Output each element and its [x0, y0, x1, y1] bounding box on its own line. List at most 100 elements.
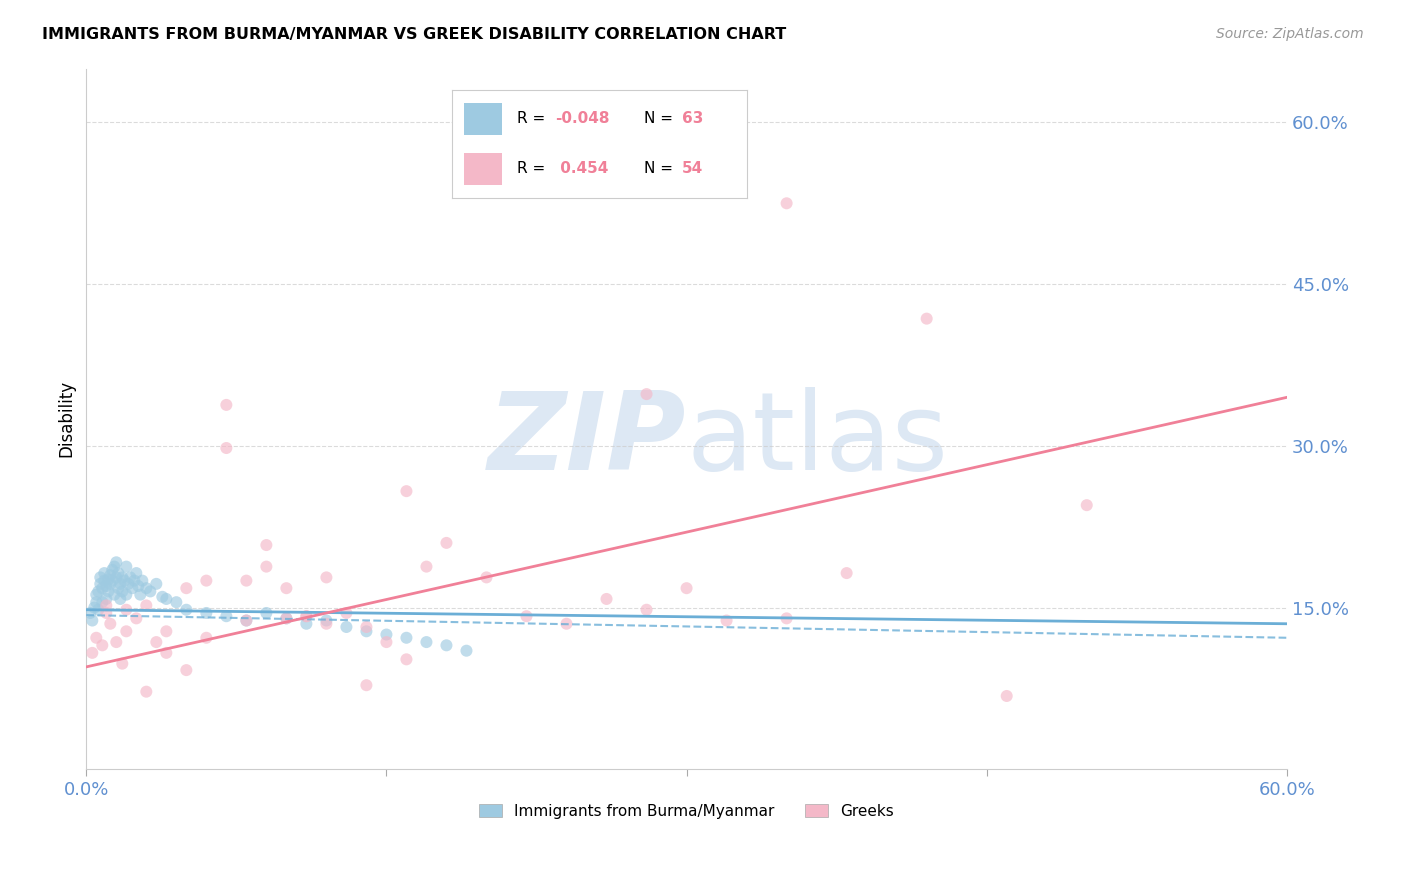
Point: [115, 559, 138, 574]
Point: [254, 606, 277, 620]
Point: [93, 574, 115, 588]
Point: [98, 616, 121, 631]
Point: [98, 568, 121, 582]
Point: [155, 646, 177, 660]
Point: [395, 652, 418, 666]
Point: [84, 588, 107, 602]
Y-axis label: Disability: Disability: [58, 380, 75, 458]
Point: [112, 574, 135, 588]
Point: [595, 591, 617, 606]
Point: [636, 603, 658, 617]
Point: [97, 573, 120, 587]
Point: [155, 624, 177, 639]
Point: [120, 570, 142, 584]
Point: [775, 611, 797, 625]
Point: [115, 603, 138, 617]
Point: [195, 574, 218, 588]
Point: [235, 614, 257, 628]
Point: [139, 584, 162, 599]
Point: [96, 599, 118, 613]
Point: [254, 538, 277, 552]
Point: [475, 570, 498, 584]
Point: [1076, 498, 1098, 512]
Point: [176, 603, 198, 617]
Point: [97, 584, 120, 599]
Point: [110, 577, 132, 591]
Point: [135, 581, 157, 595]
Point: [110, 591, 132, 606]
Point: [83, 600, 105, 615]
Point: [82, 646, 104, 660]
Point: [101, 563, 124, 577]
Point: [436, 638, 458, 652]
Point: [129, 588, 152, 602]
Point: [555, 616, 578, 631]
Point: [315, 570, 337, 584]
Point: [295, 616, 318, 631]
Point: [127, 579, 149, 593]
Point: [375, 627, 398, 641]
Point: [415, 559, 437, 574]
Point: [155, 591, 177, 606]
Point: [135, 684, 157, 698]
Point: [101, 574, 124, 588]
Point: [131, 574, 153, 588]
Point: [215, 441, 238, 455]
Point: [121, 581, 143, 595]
Point: [335, 620, 357, 634]
Point: [215, 609, 238, 624]
Point: [675, 581, 697, 595]
Point: [105, 555, 128, 569]
Point: [96, 579, 118, 593]
Point: [335, 606, 357, 620]
Point: [995, 689, 1018, 703]
Point: [195, 606, 218, 620]
Point: [415, 635, 437, 649]
Point: [456, 643, 478, 657]
Point: [91, 581, 114, 595]
Legend: Immigrants from Burma/Myanmar, Greeks: Immigrants from Burma/Myanmar, Greeks: [472, 797, 900, 825]
Point: [89, 577, 111, 591]
Point: [235, 614, 257, 628]
Point: [375, 635, 398, 649]
Point: [356, 620, 378, 634]
Point: [82, 614, 104, 628]
Point: [103, 588, 125, 602]
Point: [295, 609, 318, 624]
Point: [145, 635, 167, 649]
Point: [105, 635, 128, 649]
Point: [716, 614, 738, 628]
Point: [124, 574, 146, 588]
Point: [915, 311, 938, 326]
Point: [636, 387, 658, 401]
Point: [150, 590, 173, 604]
Text: ZIP: ZIP: [488, 387, 686, 493]
Point: [125, 566, 148, 580]
Point: [111, 584, 134, 599]
Text: atlas: atlas: [686, 387, 949, 493]
Point: [79, 606, 101, 620]
Point: [165, 595, 187, 609]
Point: [176, 581, 198, 595]
Point: [117, 577, 139, 591]
Point: [176, 663, 198, 677]
Point: [395, 484, 418, 499]
Point: [96, 591, 118, 606]
Point: [91, 595, 114, 609]
Point: [436, 536, 458, 550]
Point: [87, 603, 110, 617]
Point: [276, 611, 298, 625]
Point: [775, 196, 797, 211]
Point: [315, 616, 337, 631]
Point: [276, 581, 298, 595]
Point: [145, 577, 167, 591]
Point: [84, 631, 107, 645]
Point: [93, 566, 115, 580]
Point: [107, 566, 129, 580]
Point: [107, 581, 129, 595]
Point: [356, 624, 378, 639]
Point: [125, 611, 148, 625]
Text: Source: ZipAtlas.com: Source: ZipAtlas.com: [1216, 27, 1364, 41]
Point: [254, 559, 277, 574]
Point: [135, 599, 157, 613]
